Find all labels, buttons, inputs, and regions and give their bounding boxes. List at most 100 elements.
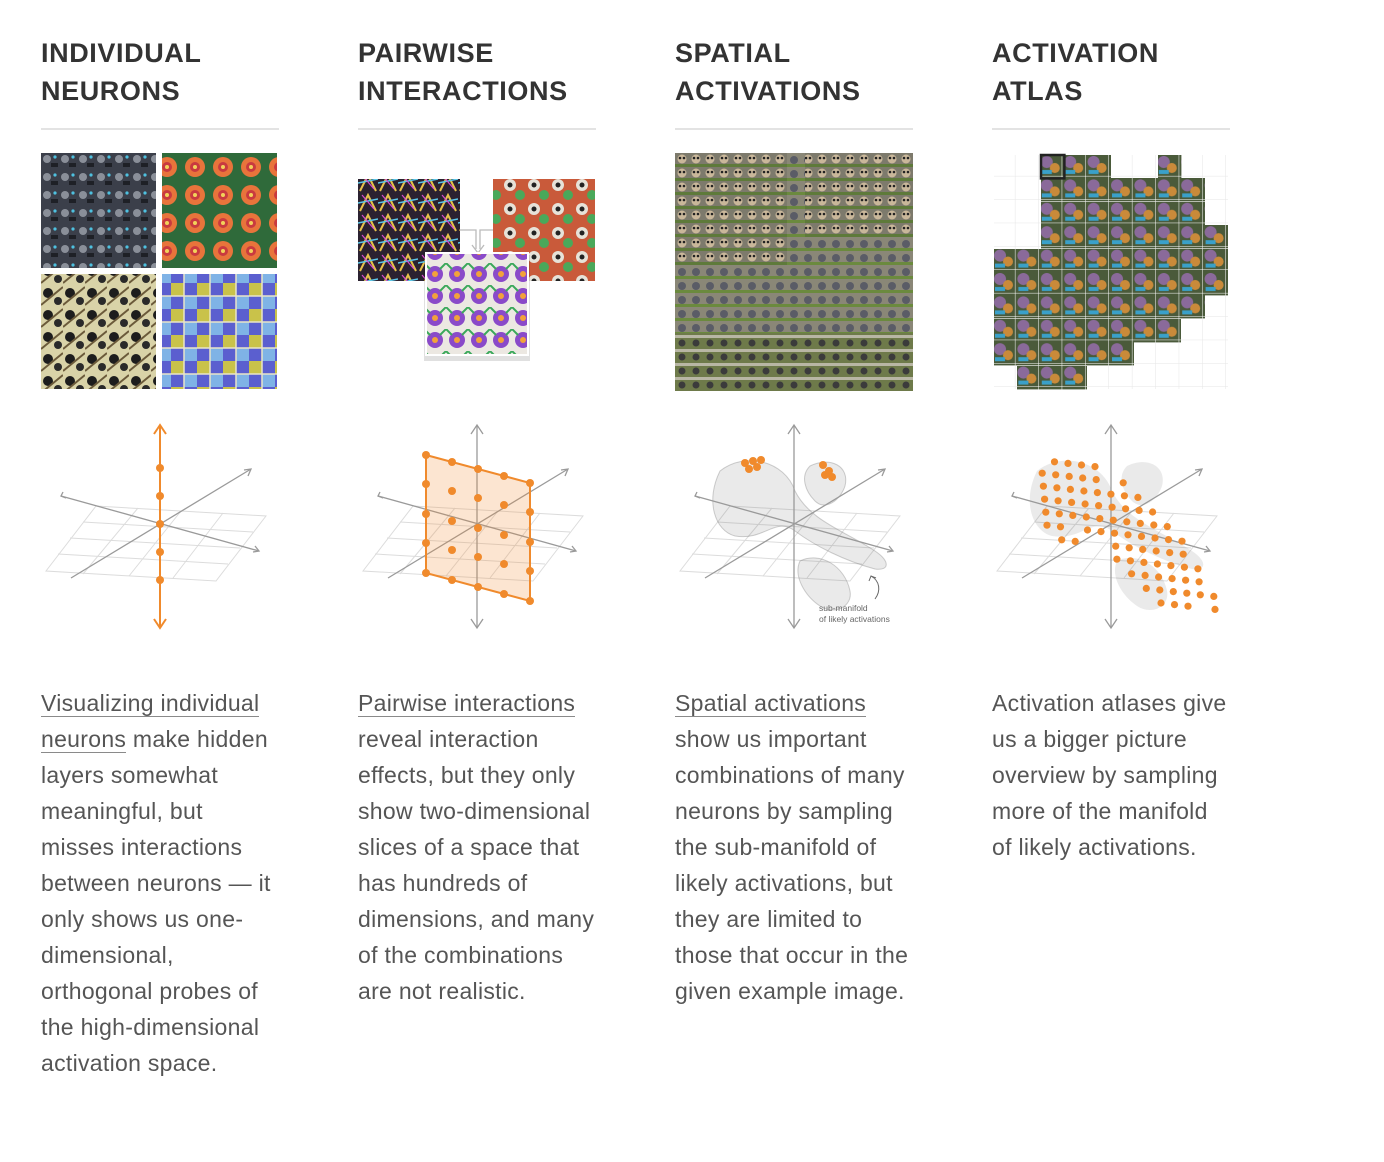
atlas-dot [1184, 602, 1192, 610]
spatial-activation-grid [675, 153, 913, 391]
atlas-dot [1096, 515, 1104, 523]
atlas-dot [1056, 523, 1065, 531]
column-title: SPATIAL ACTIVATIONS [675, 38, 861, 106]
atlas-dot [1178, 537, 1186, 545]
atlas-dot [1120, 492, 1128, 500]
atlas-dot [1211, 605, 1219, 613]
atlas-dot [1108, 503, 1116, 511]
atlas-dot [1167, 562, 1175, 570]
atlas-dot [1149, 508, 1157, 516]
atlas-dot [1151, 534, 1159, 542]
column-title: PAIRWISE INTERACTIONS [358, 38, 568, 106]
atlas-dot [1210, 592, 1218, 600]
atlas-dot [1110, 529, 1119, 537]
description: Visualizing individual neurons make hidd… [41, 690, 271, 1076]
atlas-dot [1136, 519, 1144, 527]
column-title: INDIVIDUAL NEURONS [41, 38, 202, 106]
atlas-dot [1169, 588, 1177, 596]
divider [41, 128, 279, 130]
pairwise-interactions-link[interactable]: Pairwise interactions [358, 690, 576, 717]
column-individual-neurons: INDIVIDUAL NEURONS [41, 34, 279, 1081]
atlas-dot [1152, 547, 1160, 555]
atlas-dot [1183, 589, 1191, 597]
atlas-dot [1091, 463, 1099, 471]
description: Spatial activations show us important co… [675, 690, 909, 1004]
atlas-dot [1093, 489, 1101, 497]
divider [358, 128, 596, 130]
pairwise-diagram [358, 421, 596, 651]
atlas-dot [1122, 505, 1130, 513]
description: Pairwise interactions reveal interaction… [358, 690, 595, 1004]
atlas-dot [1080, 487, 1088, 495]
atlas-dot [1164, 536, 1173, 544]
atlas-dot [1128, 570, 1136, 578]
atlas-dot [1112, 542, 1120, 550]
atlas-dot [1150, 521, 1158, 529]
atlas-dot [1109, 516, 1117, 524]
atlas-dot [1053, 484, 1061, 492]
neuron-thumbnails [41, 153, 279, 391]
atlas-dot [1141, 571, 1149, 579]
atlas-dot [1196, 591, 1204, 599]
annotation-line-2: of likely activations [819, 614, 890, 624]
atlas-dot [1119, 479, 1127, 487]
atlas-dot [1079, 474, 1087, 482]
individual-neuron-diagram [41, 421, 279, 651]
atlas-dot [1168, 575, 1176, 583]
atlas-dot [1058, 536, 1066, 544]
atlas-dot [1041, 495, 1049, 503]
column-pairwise-interactions: PAIRWISE INTERACTIONS [358, 34, 596, 1009]
atlas-dot [1107, 490, 1115, 498]
atlas-dot [1179, 550, 1187, 558]
individual-neurons-link[interactable]: Visualizing individual neurons [41, 690, 260, 753]
atlas-dot [1050, 458, 1059, 466]
atlas-dot [1066, 485, 1074, 493]
column-activation-atlas: ACTIVATION ATLAS [992, 34, 1230, 865]
atlas-dot [1126, 557, 1134, 565]
atlas-dot [1163, 523, 1171, 531]
column-title: ACTIVATION ATLAS [992, 38, 1159, 106]
atlas-dot [1166, 549, 1174, 557]
atlas-dot [1194, 565, 1202, 573]
divider [675, 128, 913, 130]
atlas-dot [1077, 461, 1086, 469]
atlas-dot [1155, 573, 1163, 581]
atlas-dot [1139, 545, 1147, 553]
atlas-dot [1038, 469, 1046, 477]
atlas-dot [1170, 601, 1179, 609]
description: Activation atlases give us a bigger pict… [992, 690, 1227, 860]
divider [992, 128, 1230, 130]
atlas-dot [1124, 531, 1132, 539]
atlas-dot [1068, 498, 1076, 506]
atlas-dot [1069, 511, 1077, 519]
atlas-dot [1043, 521, 1051, 529]
atlas-dot [1153, 560, 1161, 568]
atlas-thumbnail-grid [992, 153, 1230, 391]
spatial-activation-diagram: sub-manifold of likely activations [675, 421, 913, 651]
spatial-activations-link[interactable]: Spatial activations [675, 690, 867, 717]
atlas-dot [1195, 578, 1203, 586]
atlas-dot [1095, 502, 1103, 510]
atlas-dot [1083, 526, 1092, 534]
column-spatial-activations: SPATIAL ACTIVATIONS [675, 34, 913, 1009]
atlas-dot [1113, 555, 1121, 563]
atlas-dot [1134, 493, 1142, 501]
atlas-dot [1156, 586, 1164, 594]
atlas-dot [1052, 471, 1060, 479]
atlas-dot [1135, 506, 1143, 514]
atlas-dot [1082, 513, 1090, 521]
atlas-sample-dots [1038, 458, 1219, 613]
atlas-dot [1137, 532, 1146, 540]
atlas-dot [1125, 544, 1133, 552]
atlas-dot [1092, 476, 1100, 484]
atlas-dot [1055, 510, 1063, 518]
atlas-dot [1140, 558, 1148, 566]
atlas-dot [1065, 472, 1073, 480]
atlas-dot [1039, 482, 1047, 490]
atlas-dot [1123, 518, 1131, 526]
atlas-dot [1071, 537, 1079, 545]
annotation-line-1: sub-manifold [819, 603, 868, 613]
activation-atlas-diagram [992, 421, 1230, 651]
atlas-dot [1081, 500, 1089, 508]
atlas-dot [1042, 508, 1050, 516]
